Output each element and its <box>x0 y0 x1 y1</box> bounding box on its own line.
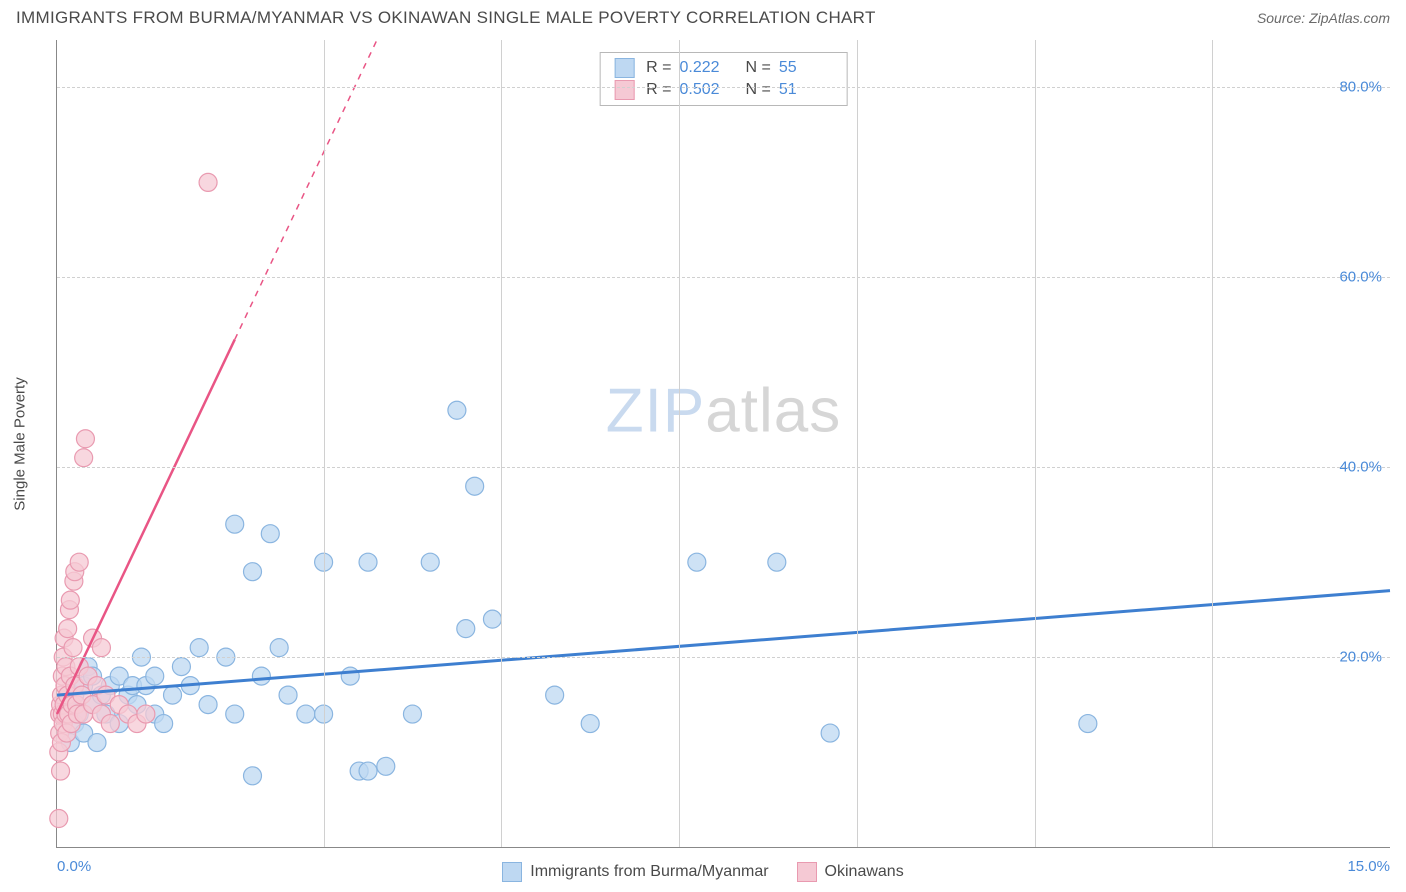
data-point-blue <box>546 686 564 704</box>
correlation-legend: R = 0.222 N = 55 R = 0.502 N = 51 <box>599 52 848 106</box>
data-point-pink <box>61 591 79 609</box>
legend-row-blue: R = 0.222 N = 55 <box>614 57 833 79</box>
data-point-blue <box>279 686 297 704</box>
data-point-blue <box>466 477 484 495</box>
data-point-blue <box>457 620 475 638</box>
y-axis-label: Single Male Poverty <box>12 377 29 510</box>
n-label: N = <box>746 81 771 99</box>
legend-swatch-pink <box>797 862 817 882</box>
plot-area: ZIPatlas R =0.222N =55R =0.502N =51 20.0… <box>56 40 1390 848</box>
chart-title: IMMIGRANTS FROM BURMA/MYANMAR VS OKINAWA… <box>16 8 876 28</box>
y-tick-label: 40.0% <box>1339 459 1382 476</box>
y-tick-label: 80.0% <box>1339 79 1382 96</box>
r-value: 0.502 <box>680 81 734 99</box>
gridline-vertical <box>324 40 325 847</box>
source-attribution: Source: ZipAtlas.com <box>1257 10 1390 26</box>
gridline-vertical <box>679 40 680 847</box>
data-point-blue <box>768 553 786 571</box>
data-point-pink <box>64 639 82 657</box>
gridline-vertical <box>1035 40 1036 847</box>
n-label: N = <box>746 59 771 77</box>
data-point-blue <box>359 553 377 571</box>
r-label: R = <box>646 59 671 77</box>
data-point-blue <box>483 610 501 628</box>
legend-swatch-pink <box>614 80 634 100</box>
data-point-blue <box>172 658 190 676</box>
data-point-blue <box>359 762 377 780</box>
r-label: R = <box>646 81 671 99</box>
data-point-blue <box>403 705 421 723</box>
data-point-pink <box>75 449 93 467</box>
data-point-blue <box>341 667 359 685</box>
data-point-blue <box>270 639 288 657</box>
gridline-horizontal <box>57 87 1390 88</box>
data-point-blue <box>688 553 706 571</box>
data-point-blue <box>190 639 208 657</box>
data-point-pink <box>137 705 155 723</box>
data-point-blue <box>88 734 106 752</box>
data-point-blue <box>226 515 244 533</box>
legend-label: Immigrants from Burma/Myanmar <box>530 863 768 881</box>
trend-line-pink-dashed <box>235 40 377 340</box>
data-point-pink <box>92 639 110 657</box>
legend-label: Okinawans <box>825 863 904 881</box>
gridline-horizontal <box>57 277 1390 278</box>
legend-swatch-blue <box>614 58 634 78</box>
data-point-pink <box>199 173 217 191</box>
data-point-pink <box>52 762 70 780</box>
gridline-horizontal <box>57 657 1390 658</box>
data-point-blue <box>261 525 279 543</box>
gridline-vertical <box>1212 40 1213 847</box>
data-point-blue <box>146 667 164 685</box>
n-value: 51 <box>779 81 833 99</box>
r-value: 0.222 <box>680 59 734 77</box>
legend-item-blue: Immigrants from Burma/Myanmar <box>502 862 768 882</box>
data-point-pink <box>70 553 88 571</box>
y-tick-label: 60.0% <box>1339 269 1382 286</box>
data-point-blue <box>199 696 217 714</box>
scatter-plot-svg <box>57 40 1390 847</box>
data-point-blue <box>244 563 262 581</box>
legend-item-pink: Okinawans <box>797 862 904 882</box>
gridline-vertical <box>501 40 502 847</box>
data-point-blue <box>226 705 244 723</box>
data-point-pink <box>59 620 77 638</box>
y-tick-label: 20.0% <box>1339 649 1382 666</box>
data-point-blue <box>252 667 270 685</box>
data-point-blue <box>421 553 439 571</box>
n-value: 55 <box>779 59 833 77</box>
data-point-pink <box>50 810 68 828</box>
gridline-horizontal <box>57 467 1390 468</box>
chart-container: Single Male Poverty ZIPatlas R =0.222N =… <box>56 40 1390 848</box>
data-point-blue <box>155 715 173 733</box>
data-point-blue <box>821 724 839 742</box>
data-point-blue <box>244 767 262 785</box>
data-point-blue <box>297 705 315 723</box>
legend-swatch-blue <box>502 862 522 882</box>
data-point-blue <box>448 401 466 419</box>
data-point-pink <box>101 715 119 733</box>
trend-line-blue <box>57 591 1390 695</box>
data-point-pink <box>76 430 94 448</box>
data-point-blue <box>1079 715 1097 733</box>
data-point-blue <box>377 757 395 775</box>
legend-row-pink: R = 0.502 N = 51 <box>614 79 833 101</box>
gridline-vertical <box>857 40 858 847</box>
data-point-blue <box>581 715 599 733</box>
data-point-blue <box>164 686 182 704</box>
series-legend: Immigrants from Burma/Myanmar Okinawans <box>0 862 1406 882</box>
